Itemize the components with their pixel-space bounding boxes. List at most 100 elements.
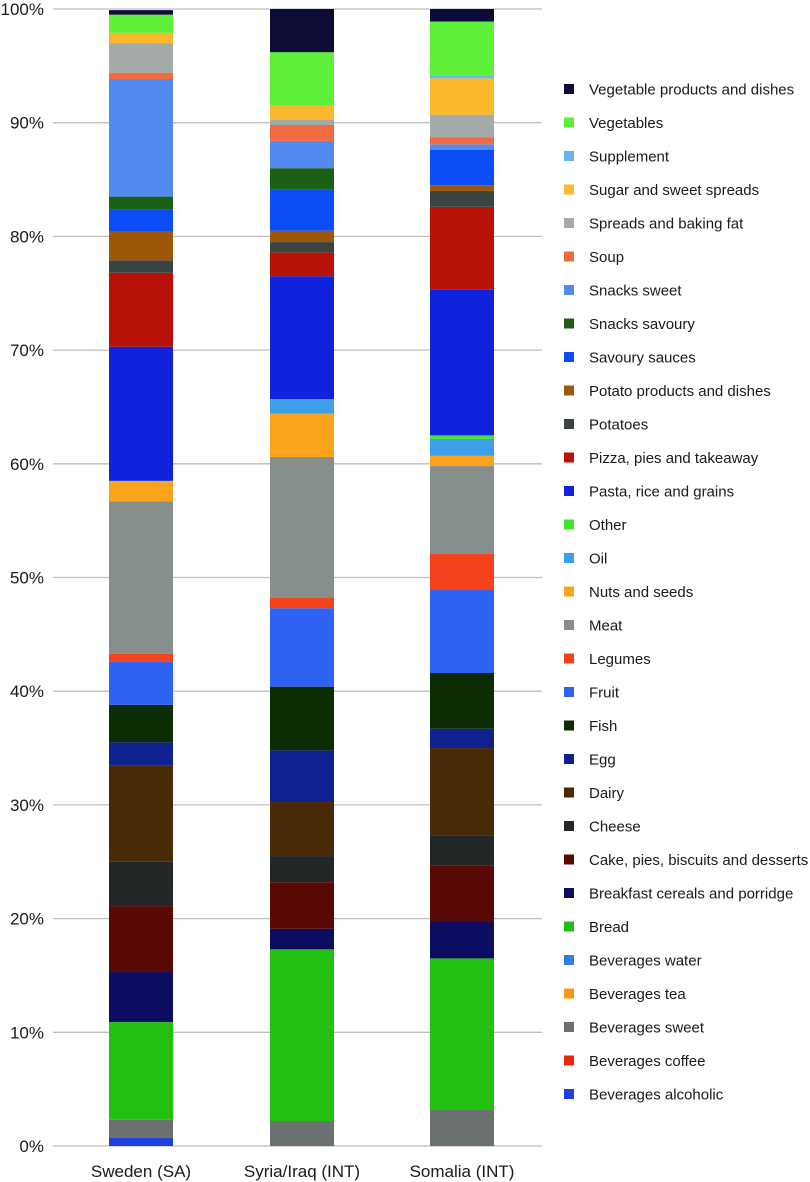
legend-swatch [564, 787, 574, 798]
bar-segment [270, 9, 334, 53]
legend-label: Sugar and sweet spreads [589, 182, 759, 199]
bar-segment [430, 958, 494, 1110]
bar-segment [270, 252, 334, 277]
legend-label: Pizza, pies and takeaway [589, 450, 759, 467]
y-tick-label: 80% [10, 227, 44, 246]
legend-item: Meat [564, 618, 623, 635]
bars [109, 9, 494, 1146]
bar-segment [430, 9, 494, 22]
legend-item: Potato products and dishes [564, 383, 771, 400]
bar-segment [270, 413, 334, 457]
legend-item: Beverages sweet [564, 1020, 705, 1037]
bar-segment [270, 124, 334, 141]
legend-label: Snacks savoury [589, 316, 695, 333]
legend-item: Vegetable products and dishes [564, 82, 794, 99]
bar-segment [109, 704, 173, 743]
bar-segment [270, 949, 334, 1121]
legend-label: Fruit [589, 685, 620, 702]
legend-swatch [564, 821, 574, 831]
legend-label: Bread [589, 919, 629, 936]
bar-stack [109, 10, 173, 1146]
legend-swatch [564, 318, 574, 329]
legend-swatch [564, 519, 574, 530]
bar-segment [430, 748, 494, 836]
legend-item: Cheese [564, 819, 641, 836]
legend-item: Legumes [564, 651, 651, 668]
bar-segment [430, 137, 494, 145]
bar-segment [109, 1138, 173, 1146]
legend-label: Vegetable products and dishes [589, 82, 794, 99]
legend-swatch [564, 452, 574, 463]
legend-item: Beverages water [564, 953, 702, 970]
bar-segment [109, 501, 173, 654]
legend-swatch [564, 285, 574, 295]
legend-swatch [564, 184, 574, 195]
legend-swatch [564, 1055, 574, 1066]
legend-item: Vegetables [564, 115, 663, 132]
bar-segment [430, 21, 494, 77]
y-tick-label: 40% [10, 682, 44, 701]
bar-segment [430, 289, 494, 436]
bar-segment [430, 149, 494, 186]
bar-segment [270, 750, 334, 802]
bar-segment [430, 1109, 494, 1146]
bar-segment [109, 231, 173, 261]
legend-item: Fish [564, 718, 617, 735]
legend-item: Dairy [564, 785, 625, 802]
bar-segment [270, 276, 334, 399]
bar-segment [270, 398, 334, 414]
legend-item: Other [564, 517, 627, 534]
legend-item: Bread [564, 919, 629, 936]
bar-segment [109, 972, 173, 1023]
legend-item: Supplement [564, 149, 670, 166]
legend-swatch [564, 1089, 574, 1099]
legend-label: Beverages water [589, 953, 702, 970]
bar-segment [270, 242, 334, 253]
legend-swatch [564, 854, 574, 865]
legend-swatch [564, 687, 574, 697]
legend-item: Egg [564, 752, 616, 769]
legend-item: Spreads and baking fat [564, 216, 744, 233]
bar-segment [270, 168, 334, 190]
legend-item: Beverages coffee [564, 1053, 705, 1070]
legend-label: Oil [589, 551, 607, 568]
legend-item: Cake, pies, biscuits and desserts [564, 852, 808, 869]
legend-label: Other [589, 517, 627, 534]
bar-segment [109, 1119, 173, 1139]
y-axis-ticks: 0% 10% 20% 30% 40% 50% 60% 70% 80% 90% 100% [1, 0, 44, 1156]
bar-segment [109, 765, 173, 862]
legend-label: Vegetables [589, 115, 663, 132]
bar-segment [430, 76, 494, 79]
bar-segment [109, 260, 173, 273]
bar-segment [270, 1120, 334, 1146]
legend-label: Cheese [589, 819, 641, 836]
bar-segment [430, 114, 494, 138]
legend-swatch [564, 419, 574, 429]
bar-segment [109, 14, 173, 33]
bar-segment [109, 661, 173, 705]
legend-label: Spreads and baking fat [589, 216, 744, 233]
bar-segment [109, 1022, 173, 1120]
bar-segment [430, 673, 494, 729]
legend-label: Meat [589, 618, 623, 635]
x-category-label: Syria/Iraq (INT) [244, 1162, 360, 1181]
legend-item: Savoury sauces [564, 350, 696, 367]
legend-swatch [564, 84, 574, 94]
x-axis-categories: Sweden (SA) Syria/Iraq (INT) Somalia (INT) [91, 1162, 515, 1181]
bar-segment [430, 438, 494, 456]
y-tick-label: 0% [19, 1137, 44, 1156]
legend-label: Egg [589, 752, 616, 769]
legend-swatch [564, 151, 574, 161]
bar-segment [109, 209, 173, 232]
legend-label: Beverages sweet [589, 1020, 705, 1037]
legend-swatch [564, 888, 574, 898]
bar-segment [109, 346, 173, 481]
bar-segment [430, 553, 494, 591]
legend-swatch [564, 486, 574, 496]
legend-label: Beverages coffee [589, 1053, 705, 1070]
legend: Vegetable products and dishes Vegetables S… [564, 82, 808, 1104]
y-tick-label: 100% [1, 0, 44, 19]
legend-label: Potato products and dishes [589, 383, 771, 400]
legend-swatch [564, 653, 574, 664]
